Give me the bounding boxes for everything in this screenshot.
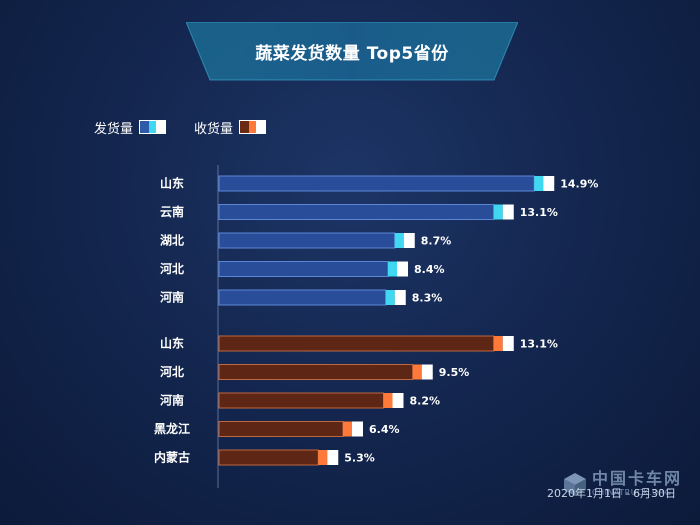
bar-cap-s0-3 bbox=[397, 261, 408, 277]
category-label-s0-4: 河南 bbox=[159, 290, 184, 305]
truck-cube-logo-icon bbox=[563, 473, 586, 496]
swatch-seg-1 bbox=[140, 121, 150, 133]
bar-cap-s1-0 bbox=[502, 336, 514, 351]
bar-cap-s0-4 bbox=[394, 290, 406, 305]
legend-swatch-shipping bbox=[139, 120, 167, 134]
bar-accent-s1-3 bbox=[343, 421, 352, 437]
bar-s1-2 bbox=[218, 392, 384, 409]
bar-cap-s0-2 bbox=[403, 233, 415, 248]
bar-cap-s1-1 bbox=[421, 364, 433, 380]
swatch-seg-3 bbox=[256, 121, 266, 133]
watermark-cn: 中国卡车网 bbox=[591, 469, 682, 488]
bar-accent-s1-2 bbox=[383, 393, 393, 408]
bar-accent-s0-2 bbox=[394, 233, 404, 248]
legend-swatch-receiving bbox=[239, 120, 267, 134]
value-label-s1-0: 13.1% bbox=[520, 338, 558, 351]
watermark: 中国卡车网 CHINATRUCK.ORG bbox=[562, 471, 682, 497]
value-label-s0-0: 14.9% bbox=[560, 178, 598, 191]
swatch-seg-1 bbox=[240, 121, 250, 133]
value-label-s1-4: 5.3% bbox=[344, 452, 375, 465]
category-label-s0-1: 云南 bbox=[160, 204, 184, 219]
bar-cap-s1-3 bbox=[352, 421, 363, 437]
bar-s1-3 bbox=[218, 421, 344, 437]
value-label-s0-4: 8.3% bbox=[412, 292, 443, 305]
watermark-en: CHINATRUCK.ORG bbox=[591, 488, 672, 497]
bar-accent-s0-3 bbox=[388, 261, 397, 277]
category-label-s0-2: 湖北 bbox=[160, 233, 184, 248]
category-label-s1-2: 河南 bbox=[159, 393, 184, 408]
bar-cap-s1-2 bbox=[392, 393, 404, 408]
category-label-s0-3: 河北 bbox=[159, 261, 184, 276]
bar-s1-4 bbox=[218, 449, 319, 466]
bar-cap-s0-1 bbox=[502, 204, 514, 220]
bar-s0-1 bbox=[218, 204, 495, 220]
title-banner-shape bbox=[186, 22, 518, 81]
legend-item-shipping: 发货量 bbox=[94, 118, 167, 137]
legend-label-receiving: 收货量 bbox=[194, 121, 234, 137]
bar-s0-2 bbox=[218, 232, 396, 249]
category-label-s1-3: 黑龙江 bbox=[154, 421, 190, 436]
value-label-s0-2: 8.7% bbox=[421, 235, 452, 248]
bar-s0-4 bbox=[218, 289, 387, 306]
chart-title: 蔬菜发货数量 Top5省份 bbox=[255, 43, 449, 64]
date-range: 2020年1月1日 - 6月30日 bbox=[547, 487, 676, 500]
bar-accent-s1-1 bbox=[412, 364, 422, 380]
value-label-s1-1: 9.5% bbox=[439, 366, 470, 379]
category-label-s1-1: 河北 bbox=[159, 364, 184, 379]
value-label-s1-2: 8.2% bbox=[410, 395, 441, 408]
title-banner: 蔬菜发货数量 Top5省份 bbox=[186, 22, 518, 82]
bar-s1-0 bbox=[218, 335, 495, 352]
bar-accent-s1-4 bbox=[318, 450, 328, 465]
value-label-s0-3: 8.4% bbox=[414, 263, 445, 276]
bars-group: 山东 14.9% 云南 13.1% 湖北 8.7% 河北 8.4% 河南 8.3% 山东 13.1% 河… bbox=[154, 175, 598, 466]
bar-s0-3 bbox=[218, 261, 389, 277]
swatch-seg-3 bbox=[156, 121, 166, 133]
bar-cap-s1-4 bbox=[327, 450, 339, 465]
bar-accent-s0-0 bbox=[534, 176, 544, 191]
bar-accent-s0-4 bbox=[385, 290, 395, 305]
legend-item-receiving: 收货量 bbox=[194, 118, 267, 137]
value-label-s0-1: 13.1% bbox=[520, 206, 558, 219]
bar-s0-0 bbox=[218, 175, 535, 192]
value-label-s1-3: 6.4% bbox=[369, 423, 400, 436]
category-label-s0-0: 山东 bbox=[160, 176, 184, 191]
swatch-seg-2 bbox=[149, 121, 157, 133]
category-label-s1-0: 山东 bbox=[160, 336, 184, 351]
legend-label-shipping: 发货量 bbox=[94, 121, 134, 137]
bar-accent-s0-1 bbox=[493, 204, 503, 220]
category-label-s1-4: 内蒙古 bbox=[154, 450, 190, 465]
bar-accent-s1-0 bbox=[493, 336, 503, 351]
bar-s1-1 bbox=[218, 364, 414, 380]
bar-cap-s0-0 bbox=[543, 176, 555, 191]
swatch-seg-2 bbox=[249, 121, 257, 133]
